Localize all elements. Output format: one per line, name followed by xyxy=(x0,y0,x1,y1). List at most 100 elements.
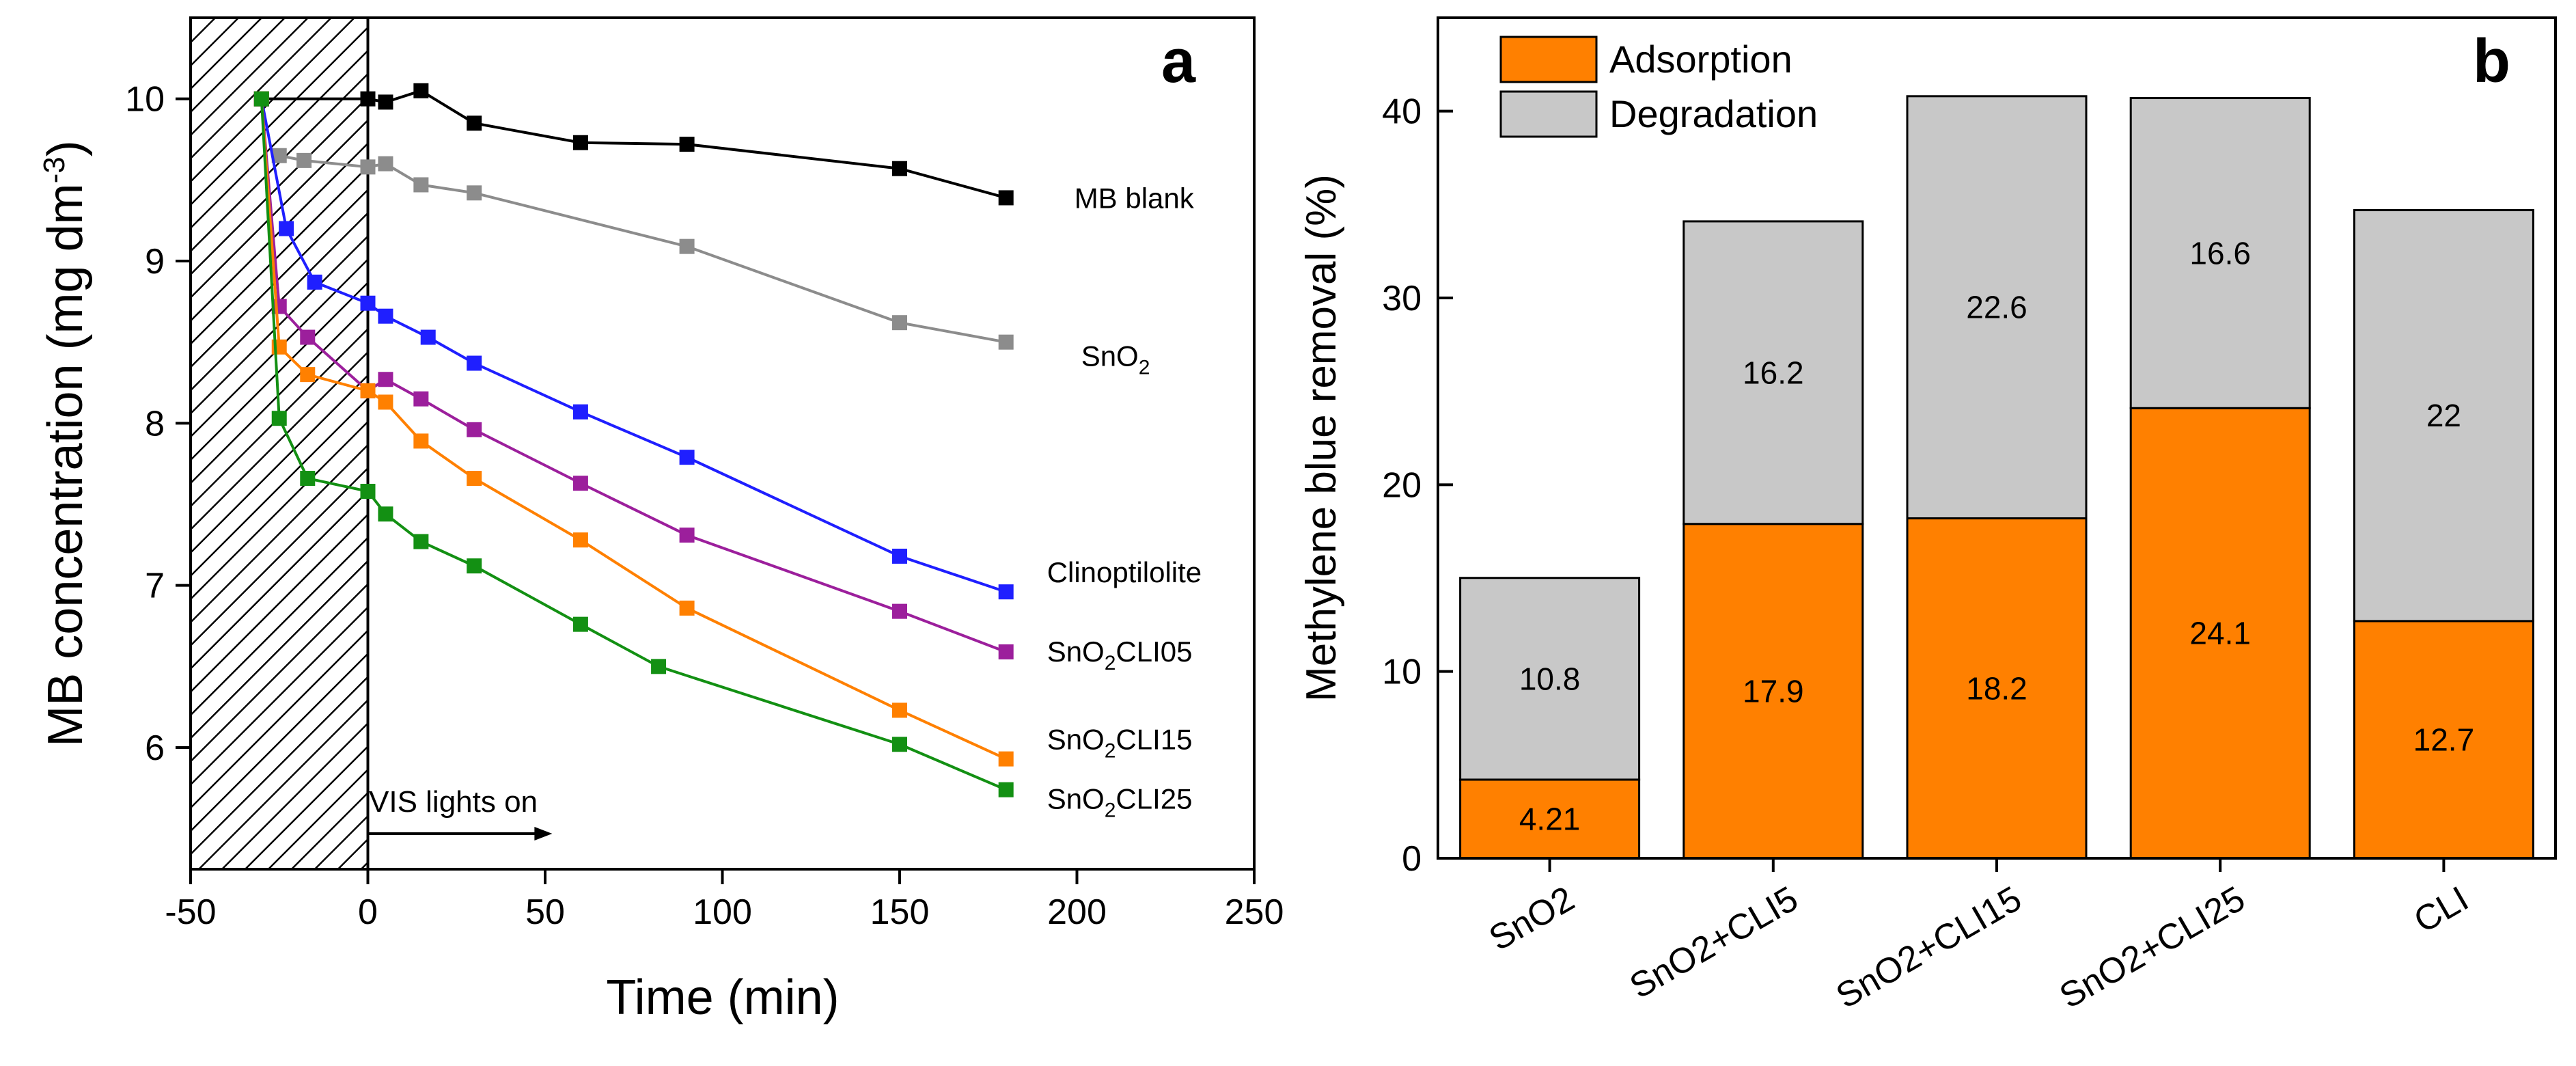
legend-label-adsorption: Adsorption xyxy=(1609,38,1792,81)
data-point xyxy=(892,548,907,564)
data-point xyxy=(360,383,376,398)
x-tick-label: 250 xyxy=(1225,892,1284,932)
data-point xyxy=(300,329,316,345)
series-label-sno2cli25: SnO2CLI25 xyxy=(1047,783,1193,822)
data-point xyxy=(360,484,376,500)
bar-value-label: 4.21 xyxy=(1519,801,1581,836)
data-point xyxy=(378,308,393,324)
data-point xyxy=(467,558,482,574)
data-point xyxy=(378,156,393,172)
legend-swatch-adsorption xyxy=(1499,36,1598,83)
series-label-clinoptilolite: Clinoptilolite xyxy=(1047,556,1202,588)
y-tick-label: 10 xyxy=(1382,653,1422,692)
data-point xyxy=(892,315,907,331)
data-point xyxy=(360,295,376,311)
legend-swatch-degradation xyxy=(1499,90,1598,138)
data-point xyxy=(998,334,1014,350)
y-tick-label: 10 xyxy=(125,80,165,120)
data-point xyxy=(413,534,429,549)
data-point xyxy=(998,190,1014,206)
data-point xyxy=(378,394,393,410)
data-point xyxy=(271,411,287,426)
bar-degradation-3 xyxy=(2129,97,2311,409)
data-point xyxy=(360,159,376,175)
panel-b-legend: Adsorption Degradation xyxy=(1499,36,1818,138)
bar-adsorption-2 xyxy=(1906,517,2088,860)
category-label: CLI xyxy=(2407,879,2475,941)
panel-a-y-axis-title-sup: -3 xyxy=(38,156,71,183)
bar-value-label: 12.7 xyxy=(2413,722,2475,757)
bar-adsorption-3 xyxy=(2129,407,2311,860)
data-point xyxy=(892,161,907,176)
data-point xyxy=(679,450,695,465)
data-point xyxy=(378,506,393,522)
data-point xyxy=(307,274,322,290)
y-tick-label: 8 xyxy=(145,404,165,443)
data-point xyxy=(998,584,1014,600)
data-point xyxy=(651,659,667,674)
series-label-sno2cli05: SnO2CLI05 xyxy=(1047,636,1193,674)
data-point xyxy=(420,329,436,345)
dark-period-region xyxy=(189,16,370,871)
bar-value-label: 22.6 xyxy=(1966,290,2027,325)
category-label: SnO2+CLI15 xyxy=(1829,879,2028,1016)
bar-value-label: 17.9 xyxy=(1743,673,1804,709)
vis-lights-annotation: VIS lights on xyxy=(368,785,553,840)
x-tick-label: 100 xyxy=(693,892,752,932)
x-tick-label: 150 xyxy=(870,892,930,932)
y-tick-label: 6 xyxy=(145,728,165,768)
data-point xyxy=(271,148,287,163)
data-point xyxy=(413,177,429,193)
panel-b: 4.21 10.8 17.9 16.2 18.2 22.6 24.1 16.6 12.7 22 0… xyxy=(1298,16,2557,1016)
data-point xyxy=(253,91,269,107)
vis-lights-arrowhead xyxy=(534,827,553,840)
data-point xyxy=(679,137,695,152)
bar-degradation-2 xyxy=(1906,95,2088,520)
bar-value-label: 24.1 xyxy=(2189,616,2251,651)
series-label-mb-blank: MB blank xyxy=(1075,182,1195,214)
panel-b-label: b xyxy=(2473,27,2510,96)
data-point xyxy=(413,433,429,449)
bar-adsorption-1 xyxy=(1682,523,1864,860)
data-point xyxy=(413,83,429,98)
data-point xyxy=(572,135,588,150)
bar-value-label: 16.6 xyxy=(2189,235,2251,271)
data-point xyxy=(467,471,482,487)
bar-value-label: 10.8 xyxy=(1519,661,1581,696)
data-point xyxy=(572,616,588,632)
panel-a-y-axis-title: MB concentration (mg dm-3) xyxy=(38,140,93,746)
data-point xyxy=(378,94,393,110)
bar-degradation-0 xyxy=(1459,577,1641,781)
data-point xyxy=(279,221,294,236)
x-tick-label: -50 xyxy=(165,892,216,932)
data-point xyxy=(467,355,482,371)
data-point xyxy=(413,391,429,407)
data-point xyxy=(892,603,907,619)
data-point xyxy=(679,528,695,543)
data-point xyxy=(998,644,1014,659)
data-point xyxy=(378,372,393,387)
data-point xyxy=(360,91,376,107)
panel-b-y-axis-title: Methylene blue removal (%) xyxy=(1298,174,1345,702)
x-tick-label: 0 xyxy=(358,892,378,932)
category-label: SnO2+CLI25 xyxy=(2053,879,2252,1016)
series-line-sno2cli25 xyxy=(260,98,1007,791)
y-tick-label: 7 xyxy=(145,566,165,606)
y-tick-label: 9 xyxy=(145,242,165,282)
legend-label-degradation: Degradation xyxy=(1609,92,1818,135)
panel-a-y-axis-title-main: MB concentration (mg dm xyxy=(38,183,93,746)
bar-degradation-4 xyxy=(2353,209,2534,623)
category-label: SnO2 xyxy=(1482,879,1581,959)
x-tick-label: 50 xyxy=(525,892,565,932)
vis-lights-label: VIS lights on xyxy=(369,785,538,819)
data-point xyxy=(998,782,1014,797)
y-tick-label: 20 xyxy=(1382,465,1422,505)
data-point xyxy=(572,404,588,420)
series-line-sno2cli05 xyxy=(260,98,1007,653)
data-point xyxy=(892,737,907,752)
panel-a-x-axis-title: Time (min) xyxy=(606,970,839,1025)
data-point xyxy=(679,238,695,254)
y-tick-label: 30 xyxy=(1382,279,1422,318)
panel-a: -50 0 50 100 150 200 250 6 7 8 9 10 MB blank SnO2 Cl… xyxy=(38,16,1284,1025)
data-point xyxy=(300,471,316,487)
